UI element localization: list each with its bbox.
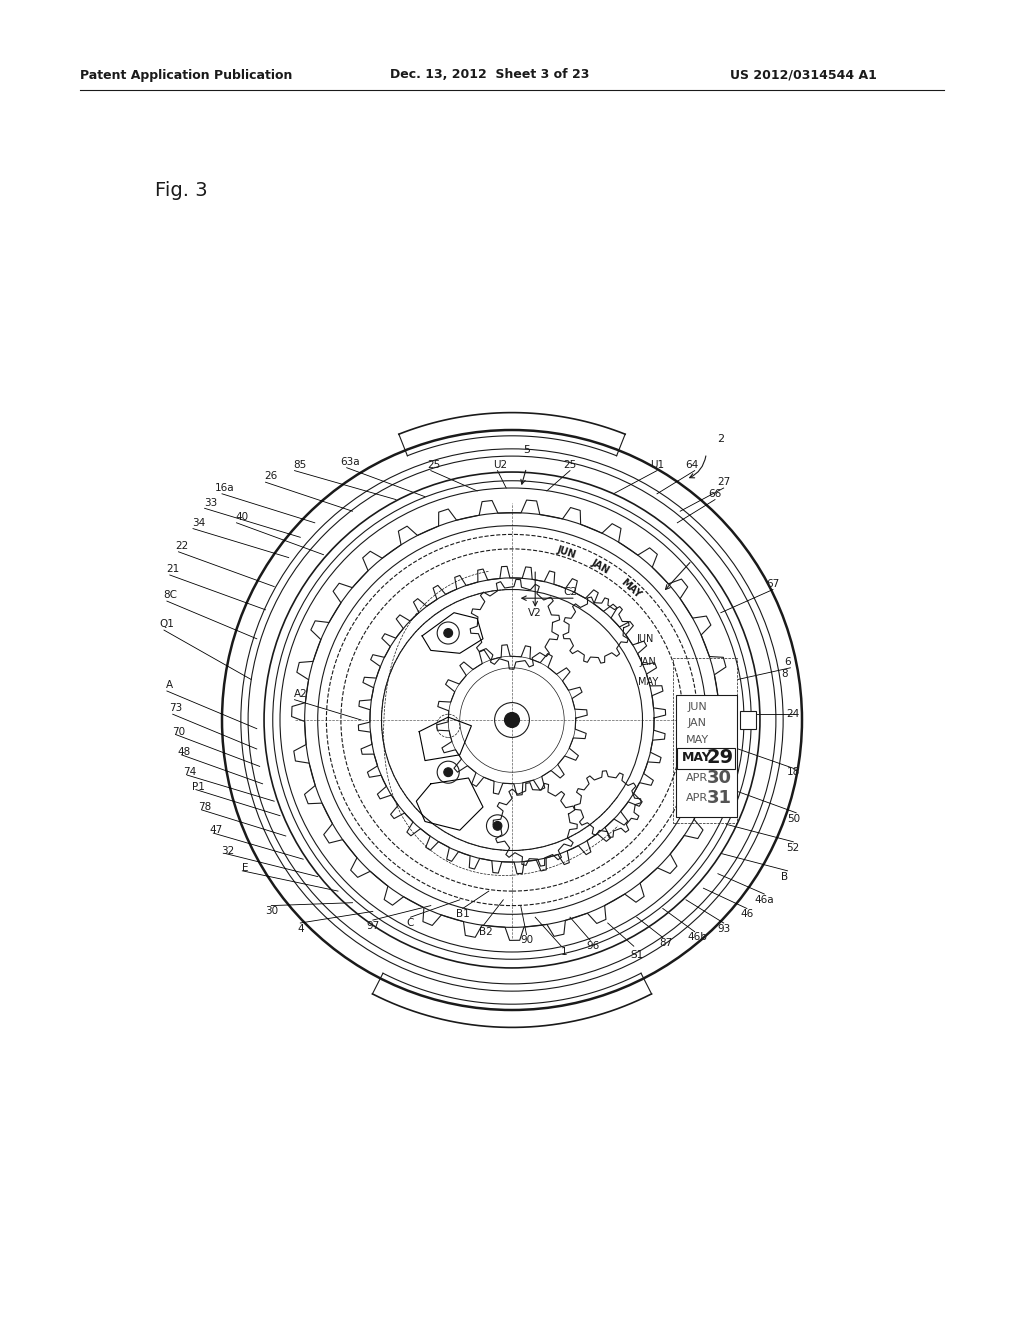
Text: JAN: JAN (640, 657, 656, 667)
Text: A: A (166, 680, 173, 690)
Text: 32: 32 (221, 846, 234, 855)
Text: Q1: Q1 (160, 619, 174, 630)
Text: 25: 25 (427, 459, 440, 470)
Text: 2: 2 (717, 434, 724, 444)
Text: 50: 50 (786, 813, 800, 824)
Text: C: C (407, 917, 414, 928)
Text: S1: S1 (630, 950, 643, 960)
Text: 27: 27 (717, 478, 730, 487)
Text: 46a: 46a (755, 895, 774, 904)
Text: 18: 18 (786, 767, 800, 777)
Text: 25: 25 (563, 459, 577, 470)
Text: 31: 31 (708, 789, 732, 808)
Text: MAY: MAY (686, 735, 709, 746)
Text: 87: 87 (659, 939, 673, 948)
Text: 21: 21 (166, 564, 179, 574)
Text: 16a: 16a (215, 483, 234, 492)
Text: 22: 22 (175, 541, 188, 550)
Text: Patent Application Publication: Patent Application Publication (80, 69, 293, 82)
Text: JUN: JUN (687, 702, 707, 711)
Bar (676, 696, 736, 817)
Circle shape (443, 628, 453, 638)
Text: 46b: 46b (688, 932, 708, 942)
Text: A2: A2 (294, 689, 307, 698)
Text: 8C: 8C (163, 590, 177, 601)
Text: 48: 48 (178, 747, 190, 756)
Text: 4: 4 (297, 924, 303, 933)
Text: P1: P1 (193, 781, 205, 792)
Text: 70: 70 (172, 726, 185, 737)
Text: 46: 46 (740, 909, 754, 919)
Text: 8: 8 (781, 669, 787, 678)
Text: 66: 66 (709, 488, 722, 499)
Text: MAY: MAY (618, 577, 642, 601)
Text: 40: 40 (236, 512, 249, 521)
Text: 29: 29 (707, 748, 733, 767)
Text: B2: B2 (479, 927, 493, 937)
Text: Fig. 3: Fig. 3 (155, 181, 208, 199)
Text: 26: 26 (264, 471, 278, 482)
Text: 24: 24 (786, 709, 800, 719)
Text: 90: 90 (520, 936, 534, 945)
Text: APR: APR (686, 793, 709, 804)
Text: 30: 30 (265, 907, 278, 916)
Text: JAN: JAN (590, 557, 611, 576)
Text: 74: 74 (183, 767, 197, 777)
Text: 96: 96 (587, 941, 600, 952)
Text: 1: 1 (561, 946, 567, 957)
Text: V2: V2 (528, 607, 542, 618)
Text: MAY: MAY (682, 751, 712, 764)
Text: 33: 33 (204, 498, 217, 507)
Text: 34: 34 (193, 517, 206, 528)
Text: 5: 5 (523, 445, 530, 455)
Text: U2: U2 (494, 459, 508, 470)
Text: Dec. 13, 2012  Sheet 3 of 23: Dec. 13, 2012 Sheet 3 of 23 (390, 69, 590, 82)
Text: 47: 47 (210, 825, 223, 836)
Bar (673, 657, 736, 822)
Text: 78: 78 (198, 803, 211, 812)
Text: B: B (781, 871, 788, 882)
Text: JUN: JUN (556, 544, 578, 560)
Text: 30: 30 (708, 770, 732, 787)
Text: 64: 64 (685, 459, 698, 470)
Bar (739, 711, 756, 729)
Circle shape (494, 821, 502, 830)
Text: C2: C2 (563, 587, 577, 598)
Text: 63a: 63a (340, 457, 359, 467)
Text: 52: 52 (786, 842, 800, 853)
Text: U1: U1 (650, 459, 664, 470)
Text: 85: 85 (294, 459, 307, 470)
Text: JAN: JAN (688, 718, 707, 727)
Text: 67: 67 (766, 578, 779, 589)
Circle shape (505, 713, 519, 727)
Text: 6: 6 (784, 657, 791, 667)
Circle shape (443, 768, 453, 776)
Bar (677, 747, 735, 770)
Text: B1: B1 (456, 909, 470, 919)
Text: 73: 73 (169, 704, 182, 713)
Text: APR: APR (686, 774, 709, 783)
Text: JUN: JUN (637, 634, 654, 644)
Text: 97: 97 (367, 921, 380, 931)
Text: US 2012/0314544 A1: US 2012/0314544 A1 (730, 69, 877, 82)
Text: E: E (242, 863, 249, 873)
Text: MAY: MAY (638, 677, 658, 688)
Text: 93: 93 (717, 924, 730, 933)
